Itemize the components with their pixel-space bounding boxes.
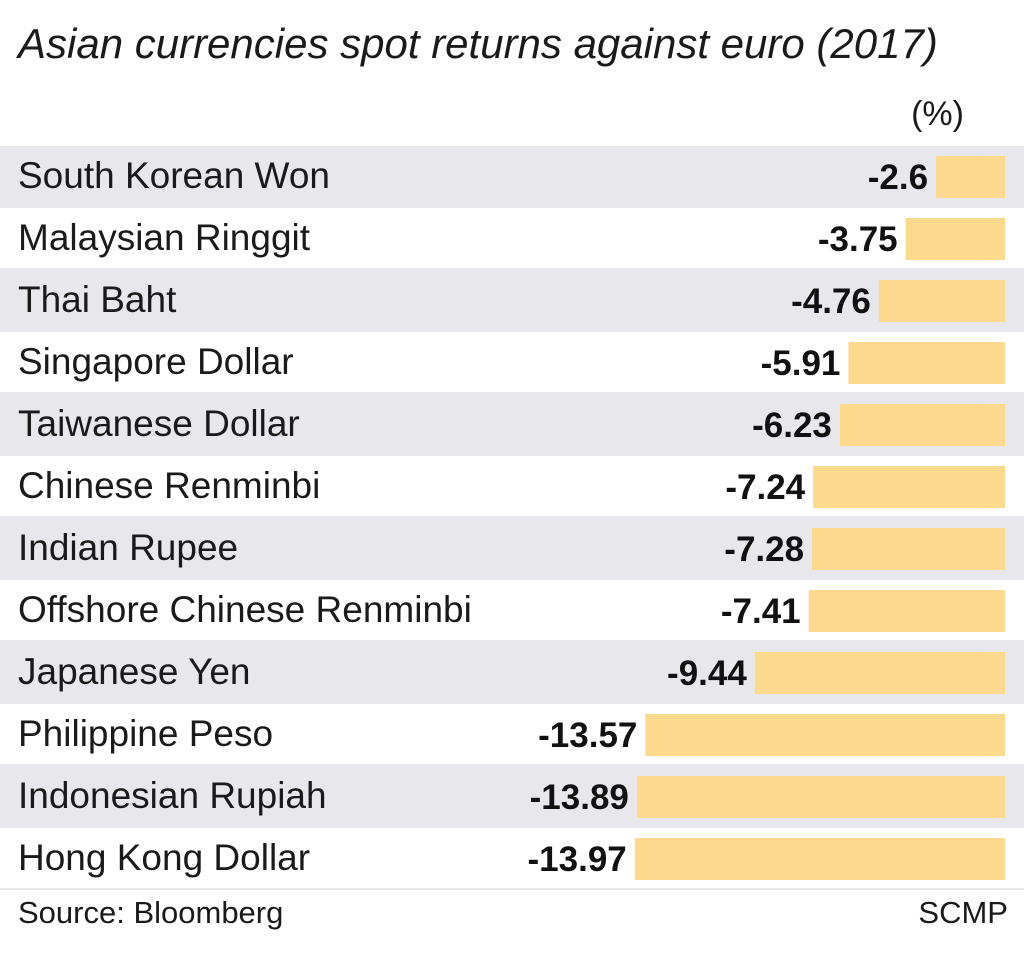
value-label-japanese-yen: -9.44: [667, 654, 747, 693]
value-label-south-korean-won: -2.6: [868, 158, 928, 197]
category-label-south-korean-won: South Korean Won: [18, 155, 330, 196]
row-bg-thai-baht: [0, 270, 1024, 330]
bar-philippine-peso: [645, 714, 1005, 756]
category-label-hong-kong-dollar: Hong Kong Dollar: [18, 837, 310, 878]
bar-malaysian-ringgit: [905, 218, 1005, 260]
category-label-philippine-peso: Philippine Peso: [18, 713, 273, 754]
row-bg-malaysian-ringgit: [0, 208, 1024, 268]
category-label-malaysian-ringgit: Malaysian Ringgit: [18, 217, 311, 258]
unit-label: (%): [911, 95, 964, 133]
category-label-indian-rupee: Indian Rupee: [18, 527, 238, 568]
value-label-indonesian-rupiah: -13.89: [530, 778, 629, 817]
bar-south-korean-won: [936, 156, 1005, 198]
value-label-malaysian-ringgit: -3.75: [818, 220, 898, 259]
bar-taiwanese-dollar: [839, 404, 1005, 446]
category-label-singapore-dollar: Singapore Dollar: [18, 341, 294, 382]
category-label-taiwanese-dollar: Taiwanese Dollar: [18, 403, 300, 444]
bar-indonesian-rupiah: [636, 776, 1005, 818]
value-label-hong-kong-dollar: -13.97: [528, 840, 627, 879]
source-note: Source: Bloomberg: [18, 895, 284, 930]
value-label-philippine-peso: -13.57: [538, 716, 637, 755]
category-label-japanese-yen: Japanese Yen: [18, 651, 251, 692]
value-label-offshore-chinese-renminbi: -7.41: [721, 592, 801, 631]
bar-hong-kong-dollar: [634, 838, 1005, 880]
row-bg-south-korean-won: [0, 146, 1024, 206]
value-label-singapore-dollar: -5.91: [761, 344, 841, 383]
bar-indian-rupee: [812, 528, 1005, 570]
value-label-chinese-renminbi: -7.24: [725, 468, 805, 507]
bar-thai-baht: [878, 280, 1005, 322]
category-labels: South Korean Won Malaysian Ringgit Thai Ba…: [18, 155, 472, 878]
value-label-thai-baht: -4.76: [791, 282, 871, 321]
bars: [634, 156, 1005, 880]
credit-note: SCMP: [918, 895, 1008, 930]
category-label-chinese-renminbi: Chinese Renminbi: [18, 465, 320, 506]
category-label-thai-baht: Thai Baht: [18, 279, 177, 320]
bar-offshore-chinese-renminbi: [808, 590, 1005, 632]
value-labels: -2.6 -3.75 -4.76 -5.91 -6.23 -7.24 -7.28 -7.41 -…: [528, 158, 929, 879]
category-label-indonesian-rupiah: Indonesian Rupiah: [18, 775, 327, 816]
bar-singapore-dollar: [848, 342, 1005, 384]
chart-title: Asian currencies spot returns against eu…: [18, 20, 938, 67]
bar-japanese-yen: [754, 652, 1005, 694]
category-label-offshore-chinese-renminbi: Offshore Chinese Renminbi: [18, 589, 472, 630]
value-label-taiwanese-dollar: -6.23: [752, 406, 832, 445]
value-label-indian-rupee: -7.28: [724, 530, 804, 569]
bar-chinese-renminbi: [813, 466, 1005, 508]
